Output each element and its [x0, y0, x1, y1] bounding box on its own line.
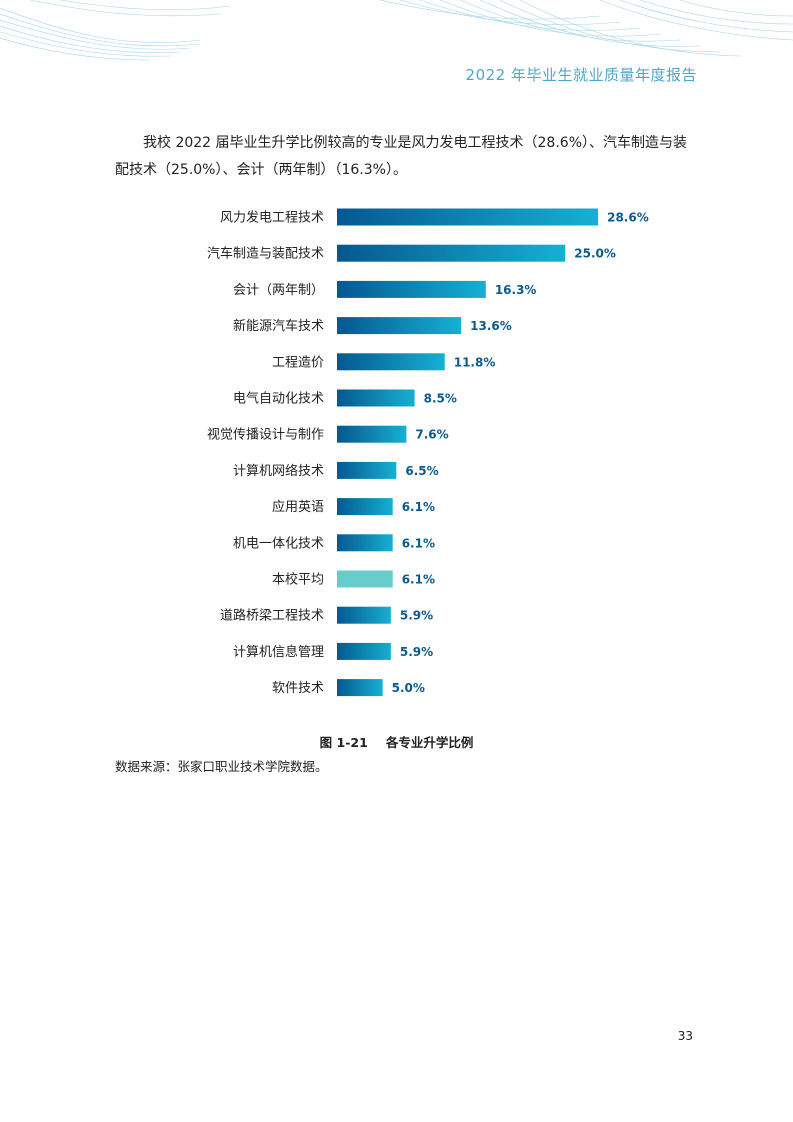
bar — [337, 208, 599, 226]
bar — [337, 498, 393, 516]
bar — [337, 679, 383, 697]
bar-value-label: 5.0% — [392, 681, 425, 695]
category-label: 视觉传播设计与制作 — [207, 428, 324, 443]
bar-value-label: 8.5% — [424, 392, 457, 406]
category-label: 风力发电工程技术 — [220, 210, 324, 226]
bar-value-label: 7.6% — [415, 428, 448, 442]
bar-value-label: 6.1% — [402, 500, 435, 514]
category-label: 新能源汽车技术 — [233, 318, 324, 334]
bar — [337, 280, 486, 298]
bar-value-label: 11.8% — [454, 355, 496, 369]
data-source-note: 数据来源：张家口职业技术学院数据。 — [115, 759, 328, 774]
bar-value-label: 5.9% — [400, 609, 433, 623]
bar-chart: 风力发电工程技术 28.6% 汽车制造与装配技术 25.0% 会计（两年制） 16.3% 新… — [207, 208, 649, 697]
category-label: 应用英语 — [272, 499, 324, 515]
average-bar — [337, 570, 393, 588]
figure-caption: 图 1-21 各专业升学比例 — [0, 732, 793, 751]
category-label: 工程造价 — [272, 355, 324, 370]
bar — [337, 244, 566, 262]
header-wave-decoration — [0, 0, 793, 61]
bar — [337, 353, 445, 371]
category-label: 软件技术 — [272, 681, 324, 696]
bar-value-label: 6.1% — [402, 573, 435, 587]
bar — [337, 389, 415, 407]
category-label: 计算机网络技术 — [233, 463, 324, 479]
category-label: 道路桥梁工程技术 — [220, 608, 324, 624]
bar-value-label: 5.9% — [400, 645, 433, 659]
category-label: 机电一体化技术 — [233, 536, 324, 551]
bar-value-label: 25.0% — [574, 247, 616, 261]
bar — [337, 317, 462, 335]
bar — [337, 425, 407, 443]
bar — [337, 534, 393, 552]
figure-caption-text: 各专业升学比例 — [385, 735, 474, 750]
page-number: 33 — [677, 1029, 693, 1043]
category-label: 电气自动化技术 — [233, 391, 324, 407]
category-label: 本校平均 — [272, 572, 324, 588]
bar-value-label: 28.6% — [607, 211, 649, 225]
bar-value-label: 16.3% — [495, 283, 537, 297]
bar-value-label: 6.1% — [402, 536, 435, 550]
bar — [337, 461, 397, 479]
category-label: 计算机信息管理 — [233, 644, 324, 660]
category-label: 汽车制造与装配技术 — [207, 246, 324, 262]
bar-value-label: 13.6% — [470, 319, 512, 333]
report-header-title: 2022 年毕业生就业质量年度报告 — [465, 66, 697, 84]
bar-value-label: 6.5% — [405, 464, 438, 478]
summary-paragraph: 我校 2022 届毕业生升学比例较高的专业是风力发电工程技术（28.6%）、汽车… — [115, 135, 688, 178]
bar — [337, 606, 391, 624]
figure-number: 图 1-21 — [319, 735, 368, 750]
category-label: 会计（两年制） — [233, 283, 324, 298]
bar — [337, 642, 391, 660]
